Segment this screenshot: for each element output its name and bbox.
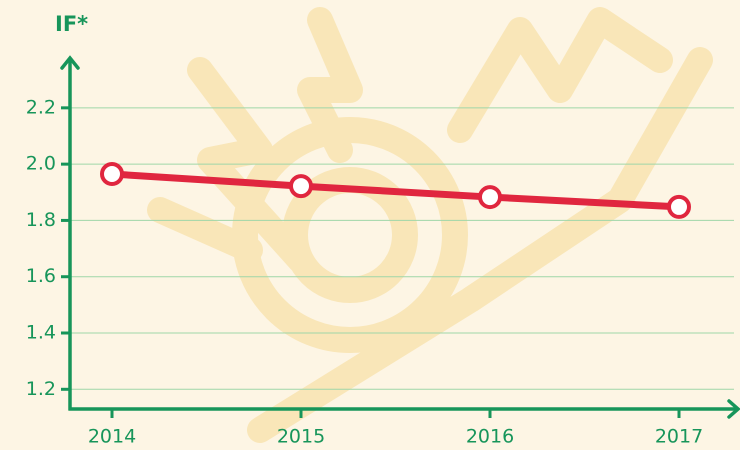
x-tick-label: 2015 xyxy=(277,426,325,448)
data-point xyxy=(289,174,313,199)
y-tick-label: 1.8 xyxy=(26,209,56,231)
y-tick-label: 1.4 xyxy=(26,322,56,344)
data-point xyxy=(100,161,124,186)
y-tick-label: 2.0 xyxy=(26,153,56,175)
x-tick-label: 2016 xyxy=(466,426,514,448)
y-tick-label: 1.6 xyxy=(26,265,56,287)
data-point xyxy=(667,194,691,219)
x-tick-label: 2014 xyxy=(88,426,136,448)
data-point xyxy=(478,185,502,210)
y-axis-arrow xyxy=(60,55,80,70)
x-tick-label: 2017 xyxy=(655,426,703,448)
y-tick-label: 1.2 xyxy=(26,378,56,400)
y-tick-label: 2.2 xyxy=(26,96,56,118)
background-decoration xyxy=(147,7,713,443)
x-axis-arrow xyxy=(727,399,740,419)
data-line xyxy=(111,170,680,211)
chart-title: IF* xyxy=(55,12,88,36)
